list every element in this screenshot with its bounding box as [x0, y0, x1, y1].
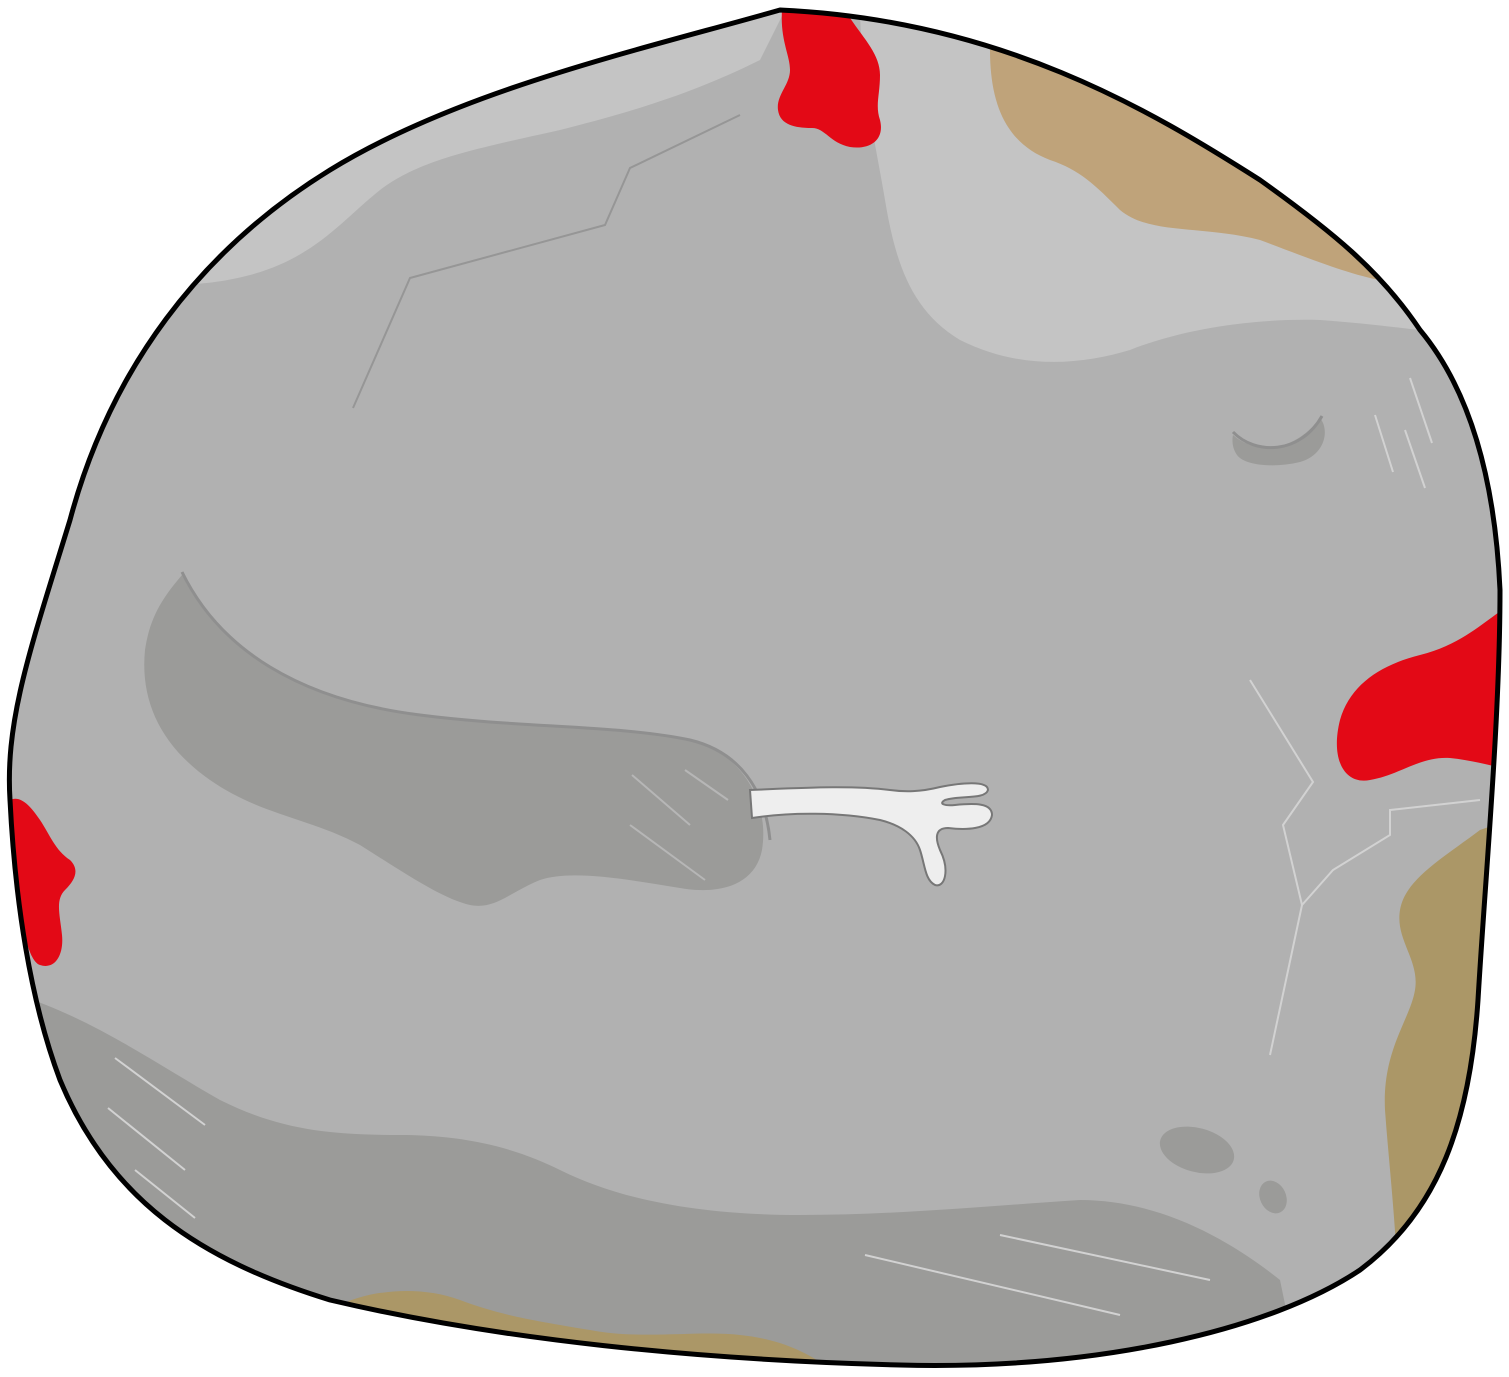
crack-top-left — [352, 114, 741, 409]
closed-eye-lid — [1232, 418, 1325, 466]
rock-outline — [6, 7, 1503, 1368]
arm-texture-lines — [629, 769, 729, 881]
texture-lines — [107, 377, 1433, 1316]
lava-spot-left — [10, 798, 76, 966]
crack-right-branch — [1301, 799, 1481, 906]
lava-spot-right — [1336, 605, 1500, 781]
twig-hand-icon — [748, 782, 994, 887]
rock-pit-small — [1259, 1180, 1287, 1214]
moss-patch-top-right — [990, 44, 1380, 280]
crack-right — [1249, 679, 1315, 1056]
rock-arm-outline — [180, 571, 772, 841]
lava-spot-top — [777, 10, 881, 148]
rock-pit-large — [1159, 1126, 1235, 1174]
rock-arm — [144, 575, 764, 906]
closed-eye-icon — [1231, 415, 1324, 450]
moss-patch-right — [1384, 820, 1500, 1366]
